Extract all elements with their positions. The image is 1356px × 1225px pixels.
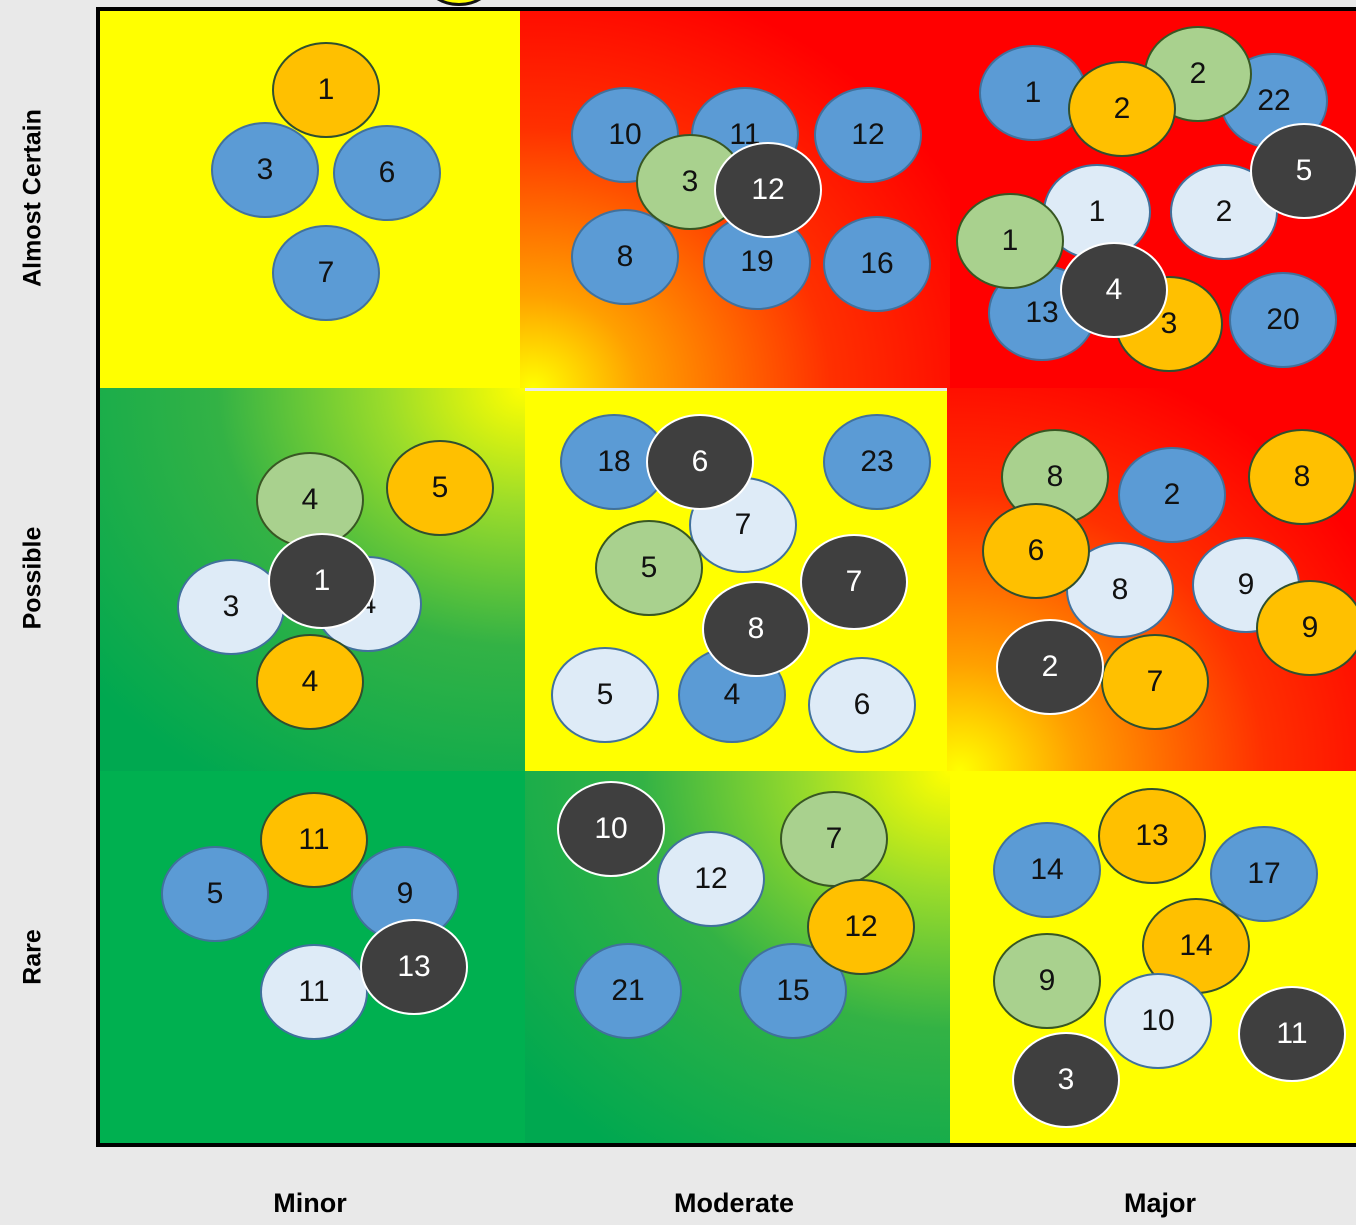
risk-marker-blue: 2 [1118,447,1226,543]
risk-marker-orange: 12 [807,879,915,975]
risk-marker-dark: 10 [557,781,665,877]
risk-marker-orange: 13 [1098,788,1206,884]
y-label-text: Almost Certain [18,109,47,287]
risk-marker-dark: 8 [702,581,810,677]
risk-marker-blue: 20 [1229,272,1337,368]
risk-marker-blue: 5 [161,846,269,942]
risk-marker-orange: 8 [1248,429,1356,525]
risk-marker-blue: 6 [333,125,441,221]
risk-marker-orange: 6 [982,503,1090,599]
risk-marker-dark: 7 [800,534,908,630]
risk-marker-dark: 13 [360,919,468,1015]
risk-marker-pale: 10 [1104,973,1212,1069]
risk-marker-dark: 2 [996,619,1104,715]
risk-marker-pale: 12 [657,831,765,927]
risk-marker-dark: 5 [1250,123,1356,219]
risk-marker-orange: 11 [260,792,368,888]
risk-marker-orange: 14 [1142,898,1250,994]
x-label-minor: Minor [273,1188,347,1218]
risk-marker-pale: 11 [260,944,368,1040]
risk-marker-blue: 16 [823,216,931,312]
risk-marker-blue: 12 [814,87,922,183]
risk-marker-blue: 17 [1210,826,1318,922]
risk-marker-blue: 3 [211,122,319,218]
risk-marker-blue: 8 [571,209,679,305]
risk-marker-orange: 5 [386,440,494,536]
risk-marker-pale: 3 [177,559,285,655]
risk-marker-blue: 23 [823,414,931,510]
risk-matrix: 1367101112819163121222212513320144534411… [96,7,1356,1147]
y-label-text: Possible [18,526,47,630]
partial-circle-shape [426,0,492,6]
risk-marker-orange: 4 [256,634,364,730]
risk-marker-blue: 21 [574,943,682,1039]
risk-marker-dark: 12 [714,142,822,238]
x-label-moderate: Moderate [673,1188,795,1218]
risk-marker-dark: 4 [1060,242,1168,338]
risk-marker-orange: 7 [1101,634,1209,730]
risk-marker-pale: 2 [1170,164,1278,260]
risk-marker-blue: 1 [979,45,1087,141]
risk-marker-orange: 9 [1256,580,1356,676]
risk-marker-orange: 2 [1068,61,1176,157]
risk-marker-green: 9 [993,933,1101,1029]
x-label-major: Major [1123,1188,1197,1218]
risk-marker-green: 5 [595,520,703,616]
risk-marker-green: 1 [956,193,1064,289]
risk-marker-pale: 6 [808,657,916,753]
risk-marker-dark: 6 [646,414,754,510]
risk-marker-orange: 1 [272,42,380,138]
risk-marker-dark: 1 [268,533,376,629]
risk-marker-green: 7 [780,791,888,887]
risk-marker-blue: 18 [560,414,668,510]
risk-marker-blue: 14 [993,822,1101,918]
risk-marker-pale: 5 [551,647,659,743]
y-label-text: Rare [18,929,47,985]
risk-marker-dark: 11 [1238,986,1346,1082]
risk-marker-blue: 7 [272,225,380,321]
risk-marker-dark: 3 [1012,1032,1120,1128]
